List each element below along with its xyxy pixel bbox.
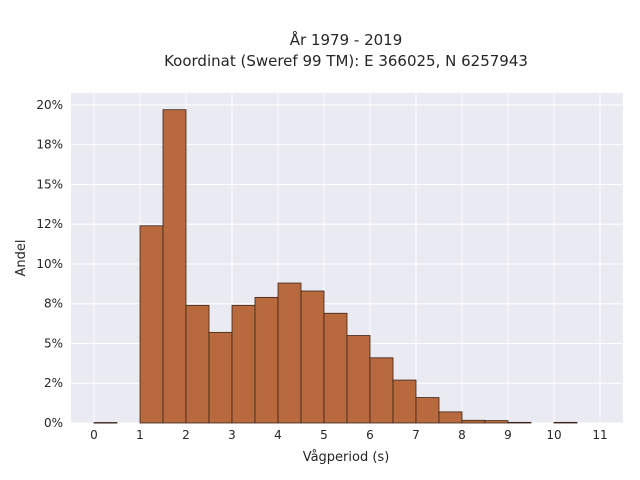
- histogram-bar: [277, 282, 302, 424]
- y-tick-label: 10%: [36, 257, 63, 271]
- y-tick-label: 12%: [36, 217, 63, 231]
- histogram-bar: [369, 357, 394, 424]
- histogram-bar: [231, 304, 256, 424]
- y-tick-label: 2%: [44, 376, 63, 390]
- y-tick-labels: 0% 2% 5% 8% 10% 12% 15% 18% 20%: [36, 98, 63, 430]
- y-tick-label: 8%: [44, 297, 63, 311]
- histogram-bar: [438, 411, 463, 424]
- y-tick-label: 18%: [36, 138, 63, 152]
- x-tick-label: 7: [412, 428, 420, 442]
- x-tick-label: 3: [228, 428, 236, 442]
- x-tick-label: 1: [136, 428, 144, 442]
- histogram-bar: [185, 304, 210, 424]
- x-axis-label: Vågperiod (s): [303, 450, 390, 465]
- y-tick-label: 15%: [36, 177, 63, 191]
- histogram-bar: [484, 420, 509, 424]
- x-tick-label: 0: [90, 428, 98, 442]
- x-tick-label: 6: [366, 428, 374, 442]
- y-tick-label: 20%: [36, 98, 63, 112]
- histogram-bar: [300, 290, 325, 424]
- x-tick-label: 9: [504, 428, 512, 442]
- histogram-bar: [415, 397, 440, 424]
- histogram-bar: [93, 422, 118, 424]
- histogram-bar: [139, 225, 164, 424]
- histogram-bar: [461, 419, 486, 424]
- histogram-bar: [507, 421, 532, 424]
- histogram-bar: [346, 335, 371, 424]
- histogram-bar: [323, 312, 348, 424]
- x-tick-label: 10: [546, 428, 561, 442]
- histogram-bar: [392, 379, 417, 424]
- x-tick-label: 5: [320, 428, 328, 442]
- bars: [93, 109, 578, 424]
- y-tick-label: 5%: [44, 336, 63, 350]
- histogram-bar: [208, 331, 233, 424]
- x-tick-label: 8: [458, 428, 466, 442]
- y-axis-label: Andel: [14, 240, 29, 277]
- histogram-bar: [553, 421, 578, 424]
- x-tick-labels: 0 1 2 3 4 5 6 7 8 9 10 11: [90, 428, 607, 442]
- y-tick-label: 0%: [44, 416, 63, 430]
- histogram-bar: [254, 296, 279, 424]
- histogram-bar: [162, 109, 187, 424]
- x-tick-label: 4: [274, 428, 282, 442]
- x-tick-label: 11: [592, 428, 607, 442]
- x-tick-label: 2: [182, 428, 190, 442]
- chart-title-line-1: År 1979 - 2019: [290, 30, 403, 49]
- chart-title-line-2: Koordinat (Sweref 99 TM): E 366025, N 62…: [164, 52, 528, 70]
